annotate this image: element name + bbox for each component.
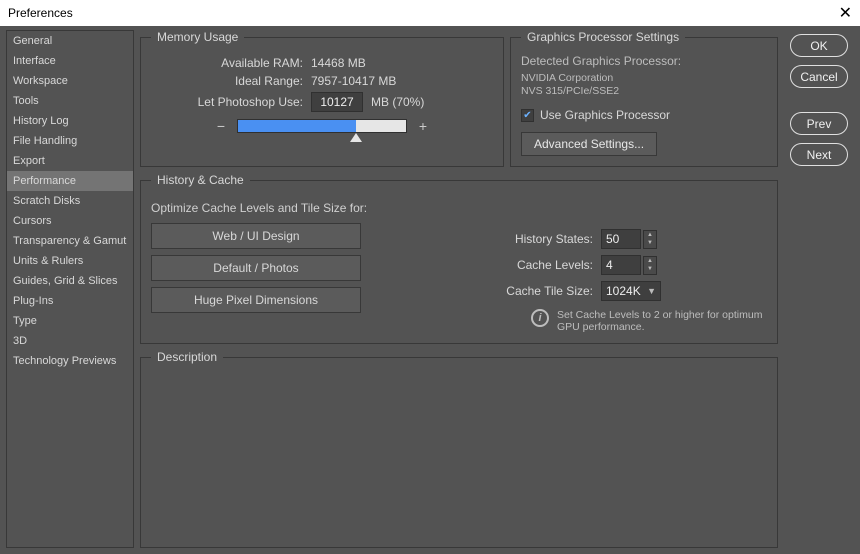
memory-legend: Memory Usage — [151, 30, 244, 44]
use-gpu-label: Use Graphics Processor — [540, 108, 670, 122]
close-icon[interactable]: ✕ — [839, 3, 852, 23]
sidebar-item-tools[interactable]: Tools — [7, 91, 133, 111]
dialog-buttons: OK Cancel Prev Next — [784, 30, 854, 548]
history-states-stepper[interactable]: ▲▼ — [643, 230, 657, 249]
optimize-buttons: Web / UI Design Default / Photos Huge Pixe… — [151, 223, 361, 333]
ideal-range-label: Ideal Range: — [151, 74, 311, 88]
cache-tile-value: 1024K — [606, 284, 641, 298]
advanced-settings-button[interactable]: Advanced Settings... — [521, 132, 657, 156]
sidebar-item-3d[interactable]: 3D — [7, 331, 133, 351]
minus-icon[interactable]: − — [213, 118, 229, 134]
sidebar-item-plug-ins[interactable]: Plug-Ins — [7, 291, 133, 311]
cancel-button[interactable]: Cancel — [790, 65, 848, 88]
memory-suffix: MB (70%) — [371, 95, 424, 109]
detected-label: Detected Graphics Processor: — [521, 54, 767, 68]
description-group: Description — [140, 350, 778, 548]
slider-thumb[interactable] — [350, 133, 362, 142]
history-states-input[interactable] — [601, 229, 641, 249]
sidebar-item-units-rulers[interactable]: Units & Rulers — [7, 251, 133, 271]
sidebar-item-history-log[interactable]: History Log — [7, 111, 133, 131]
available-ram-value: 14468 MB — [311, 56, 366, 70]
cache-tile-dropdown[interactable]: 1024K ▼ — [601, 281, 661, 301]
chevron-down-icon: ▼ — [647, 286, 656, 296]
let-use-label: Let Photoshop Use: — [151, 95, 311, 109]
ok-button[interactable]: OK — [790, 34, 848, 57]
sidebar-item-file-handling[interactable]: File Handling — [7, 131, 133, 151]
available-ram-label: Available RAM: — [151, 56, 311, 70]
info-icon: i — [531, 309, 549, 327]
top-row: Memory Usage Available RAM: 14468 MB Ide… — [140, 30, 778, 167]
memory-usage-group: Memory Usage Available RAM: 14468 MB Ide… — [140, 30, 504, 167]
gpu-device: NVS 315/PCIe/SSE2 — [521, 85, 767, 98]
history-states-label: History States: — [381, 232, 601, 246]
optimize-web-ui-design-button[interactable]: Web / UI Design — [151, 223, 361, 249]
dialog-body: GeneralInterfaceWorkspaceToolsHistory Lo… — [0, 26, 860, 554]
use-gpu-checkbox[interactable]: ✔ — [521, 109, 534, 122]
optimize-default-photos-button[interactable]: Default / Photos — [151, 255, 361, 281]
sidebar-item-export[interactable]: Export — [7, 151, 133, 171]
sidebar-item-transparency-gamut[interactable]: Transparency & Gamut — [7, 231, 133, 251]
ideal-range-value: 7957-10417 MB — [311, 74, 396, 88]
sidebar-item-performance[interactable]: Performance — [7, 171, 133, 191]
sidebar-item-workspace[interactable]: Workspace — [7, 71, 133, 91]
sidebar-item-cursors[interactable]: Cursors — [7, 211, 133, 231]
memory-slider[interactable] — [237, 119, 407, 133]
sidebar: GeneralInterfaceWorkspaceToolsHistory Lo… — [6, 30, 134, 548]
gpu-vendor: NVIDIA Corporation — [521, 72, 767, 85]
optimize-huge-pixel-dimensions-button[interactable]: Huge Pixel Dimensions — [151, 287, 361, 313]
prev-button[interactable]: Prev — [790, 112, 848, 135]
cache-hint: Set Cache Levels to 2 or higher for opti… — [557, 309, 767, 333]
sidebar-item-guides-grid-slices[interactable]: Guides, Grid & Slices — [7, 271, 133, 291]
history-legend: History & Cache — [151, 173, 250, 187]
cache-levels-stepper[interactable]: ▲▼ — [643, 256, 657, 275]
content-area: Memory Usage Available RAM: 14468 MB Ide… — [140, 30, 778, 548]
gpu-legend: Graphics Processor Settings — [521, 30, 685, 44]
history-cache-group: History & Cache Optimize Cache Levels an… — [140, 173, 778, 344]
sidebar-item-general[interactable]: General — [7, 31, 133, 51]
memory-input[interactable] — [311, 92, 363, 112]
cache-levels-label: Cache Levels: — [381, 258, 601, 272]
titlebar: Preferences ✕ — [0, 0, 860, 26]
sidebar-item-interface[interactable]: Interface — [7, 51, 133, 71]
window-title: Preferences — [8, 6, 73, 20]
sidebar-item-scratch-disks[interactable]: Scratch Disks — [7, 191, 133, 211]
sidebar-item-type[interactable]: Type — [7, 311, 133, 331]
cache-tile-label: Cache Tile Size: — [381, 284, 601, 298]
gpu-group: Graphics Processor Settings Detected Gra… — [510, 30, 778, 167]
optimize-caption: Optimize Cache Levels and Tile Size for: — [151, 201, 767, 215]
cache-levels-input[interactable] — [601, 255, 641, 275]
sidebar-item-technology-previews[interactable]: Technology Previews — [7, 351, 133, 371]
plus-icon[interactable]: + — [415, 118, 431, 134]
next-button[interactable]: Next — [790, 143, 848, 166]
description-legend: Description — [151, 350, 223, 364]
slider-fill — [238, 120, 356, 132]
